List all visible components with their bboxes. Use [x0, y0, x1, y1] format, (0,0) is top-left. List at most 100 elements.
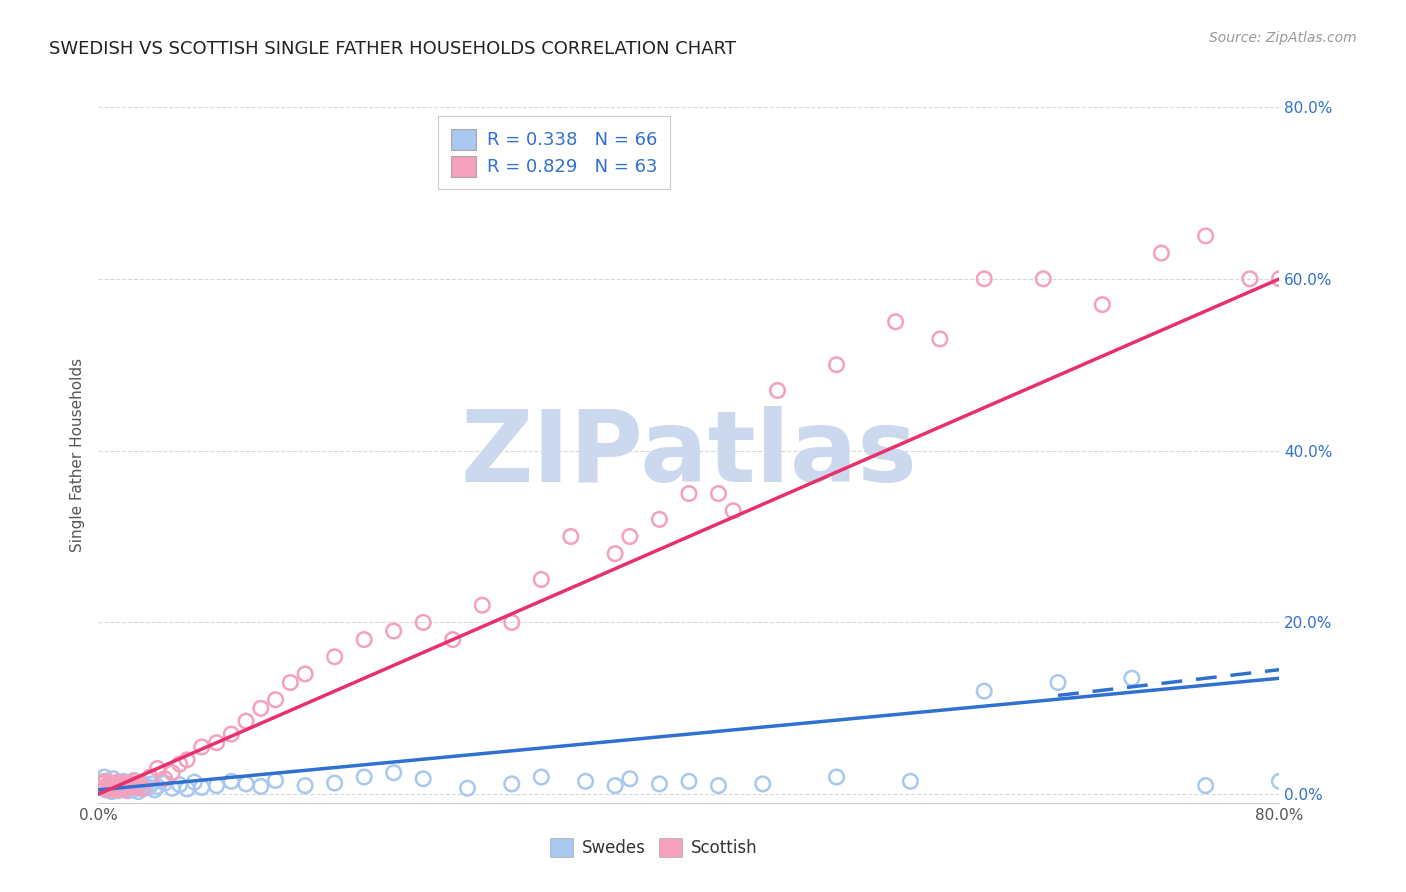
- Point: [125, 778, 148, 792]
- Point: [129, 775, 152, 789]
- Point: [117, 776, 139, 790]
- Point: [1091, 297, 1114, 311]
- Point: [146, 780, 169, 794]
- Point: [264, 773, 287, 788]
- Point: [825, 358, 848, 372]
- Point: [176, 782, 198, 797]
- Point: [294, 667, 316, 681]
- Point: [648, 777, 671, 791]
- Point: [118, 780, 141, 795]
- Point: [117, 784, 139, 798]
- Point: [153, 772, 176, 786]
- Point: [110, 776, 132, 790]
- Point: [1195, 228, 1218, 243]
- Point: [146, 761, 169, 775]
- Legend: Swedes, Scottish: Swedes, Scottish: [543, 831, 763, 864]
- Point: [108, 782, 131, 797]
- Point: [114, 783, 136, 797]
- Point: [122, 774, 145, 789]
- Point: [323, 649, 346, 664]
- Point: [94, 774, 117, 789]
- Point: [1121, 671, 1143, 685]
- Point: [1150, 246, 1173, 260]
- Point: [103, 772, 125, 786]
- Point: [457, 781, 479, 796]
- Point: [183, 775, 205, 789]
- Point: [575, 774, 598, 789]
- Point: [100, 784, 122, 798]
- Point: [97, 779, 120, 793]
- Point: [678, 486, 700, 500]
- Point: [114, 782, 136, 797]
- Point: [139, 770, 162, 784]
- Point: [104, 778, 127, 792]
- Point: [648, 512, 671, 526]
- Point: [678, 774, 700, 789]
- Point: [127, 784, 149, 798]
- Text: SWEDISH VS SCOTTISH SINGLE FATHER HOUSEHOLDS CORRELATION CHART: SWEDISH VS SCOTTISH SINGLE FATHER HOUSEH…: [49, 40, 737, 58]
- Point: [108, 781, 131, 796]
- Point: [111, 780, 134, 794]
- Point: [501, 615, 523, 630]
- Point: [93, 770, 115, 784]
- Y-axis label: Single Father Households: Single Father Households: [70, 358, 86, 552]
- Point: [191, 739, 214, 754]
- Point: [707, 779, 730, 793]
- Point: [100, 776, 122, 790]
- Point: [323, 776, 346, 790]
- Point: [353, 632, 375, 647]
- Point: [105, 781, 128, 796]
- Point: [107, 784, 129, 798]
- Point: [1195, 779, 1218, 793]
- Point: [169, 757, 191, 772]
- Point: [122, 773, 145, 788]
- Point: [110, 779, 132, 793]
- Point: [120, 779, 142, 793]
- Point: [605, 547, 627, 561]
- Point: [104, 782, 127, 797]
- Point: [98, 780, 121, 794]
- Point: [530, 770, 553, 784]
- Point: [221, 774, 243, 789]
- Point: [205, 779, 228, 793]
- Point: [560, 529, 582, 543]
- Point: [96, 779, 118, 793]
- Point: [825, 770, 848, 784]
- Point: [128, 777, 150, 791]
- Point: [235, 777, 257, 791]
- Point: [530, 573, 553, 587]
- Point: [162, 781, 183, 796]
- Point: [605, 779, 627, 793]
- Point: [619, 529, 641, 543]
- Point: [412, 615, 434, 630]
- Point: [120, 777, 142, 791]
- Point: [93, 780, 115, 795]
- Point: [162, 765, 183, 780]
- Point: [250, 701, 273, 715]
- Point: [412, 772, 434, 786]
- Point: [103, 783, 125, 797]
- Point: [1032, 272, 1054, 286]
- Point: [973, 684, 995, 698]
- Point: [132, 781, 155, 796]
- Point: [382, 765, 405, 780]
- Point: [128, 780, 150, 794]
- Point: [205, 736, 228, 750]
- Point: [929, 332, 952, 346]
- Point: [176, 753, 198, 767]
- Point: [115, 779, 138, 793]
- Point: [191, 780, 214, 795]
- Point: [884, 315, 907, 329]
- Point: [723, 504, 745, 518]
- Point: [141, 777, 163, 791]
- Point: [1268, 774, 1291, 789]
- Point: [105, 778, 128, 792]
- Point: [752, 777, 775, 791]
- Point: [112, 777, 135, 791]
- Point: [1047, 675, 1070, 690]
- Point: [250, 780, 273, 794]
- Point: [94, 783, 117, 797]
- Point: [135, 779, 157, 793]
- Text: ZIPatlas: ZIPatlas: [461, 407, 917, 503]
- Point: [138, 780, 160, 795]
